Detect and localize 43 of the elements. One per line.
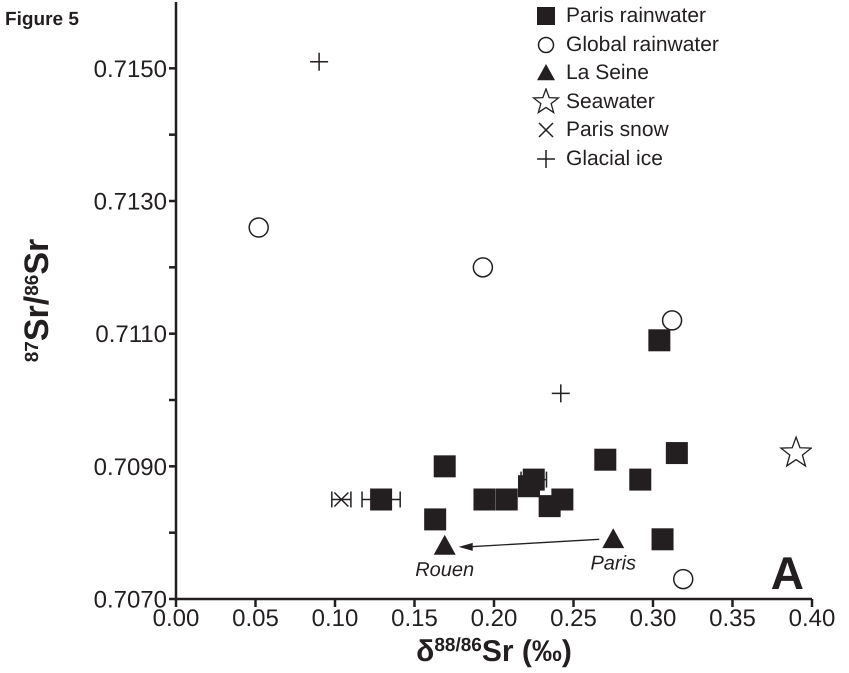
point	[551, 384, 571, 404]
point	[434, 534, 456, 555]
point	[309, 52, 329, 72]
point	[629, 468, 652, 491]
point	[473, 488, 496, 510]
legend-label: La Seine	[566, 60, 649, 86]
legend-label: Glacial ice	[566, 146, 663, 172]
point	[594, 448, 616, 471]
point	[248, 217, 269, 238]
x-tick-label: 0.30	[630, 605, 676, 632]
point	[434, 455, 456, 478]
point	[602, 528, 624, 548]
point	[780, 436, 812, 467]
point	[672, 568, 694, 590]
point	[662, 310, 682, 331]
point	[424, 508, 446, 530]
x-tick-label: 0.05	[232, 605, 279, 632]
legend-label: Paris snow	[566, 117, 669, 143]
annotation: A	[770, 547, 804, 599]
x-tick-label: 0.25	[550, 605, 597, 632]
x-tick-label: 0.40	[788, 605, 836, 632]
legend-label: Global rainwater	[566, 32, 719, 58]
y-tick-label: 0.7090	[94, 454, 167, 481]
point	[648, 329, 670, 352]
x-tick-label: 0.10	[312, 605, 358, 632]
x-axis-title: δ$^{88/86}$Sr (‰)	[416, 634, 572, 668]
y-tick-label: 0.7130	[94, 188, 167, 216]
chart-title: Figure 5	[5, 9, 80, 30]
legend-label: Paris rainwater	[566, 3, 706, 29]
point	[496, 488, 518, 510]
x-tick-label: 0.35	[709, 605, 756, 632]
x-tick-label: 0.15	[391, 605, 438, 632]
point	[370, 488, 392, 510]
point	[652, 528, 674, 550]
annotation: Rouen	[415, 558, 474, 581]
x-tick-label: 0.20	[470, 605, 518, 632]
point	[472, 257, 494, 278]
point	[666, 442, 688, 464]
y-tick-label: 0.7110	[95, 321, 167, 348]
annotation: Paris	[590, 552, 636, 574]
legend-label: Seawater	[566, 88, 655, 114]
y-tick-label: 0.7150	[94, 56, 167, 83]
point	[551, 488, 574, 510]
